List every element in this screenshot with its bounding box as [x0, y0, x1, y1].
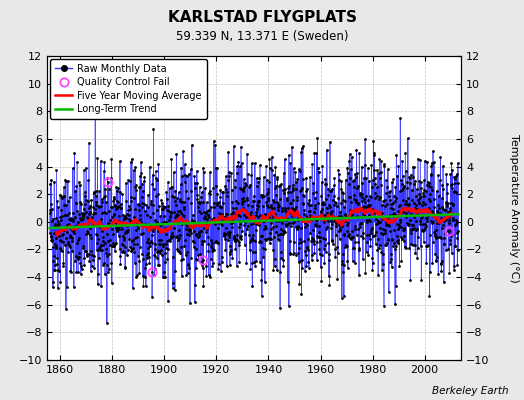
- Text: KARLSTAD FLYGPLATS: KARLSTAD FLYGPLATS: [168, 10, 356, 25]
- Text: 59.339 N, 13.371 E (Sweden): 59.339 N, 13.371 E (Sweden): [176, 30, 348, 43]
- Legend: Raw Monthly Data, Quality Control Fail, Five Year Moving Average, Long-Term Tren: Raw Monthly Data, Quality Control Fail, …: [50, 59, 206, 119]
- Text: Berkeley Earth: Berkeley Earth: [432, 386, 508, 396]
- Y-axis label: Temperature Anomaly (°C): Temperature Anomaly (°C): [509, 134, 519, 282]
